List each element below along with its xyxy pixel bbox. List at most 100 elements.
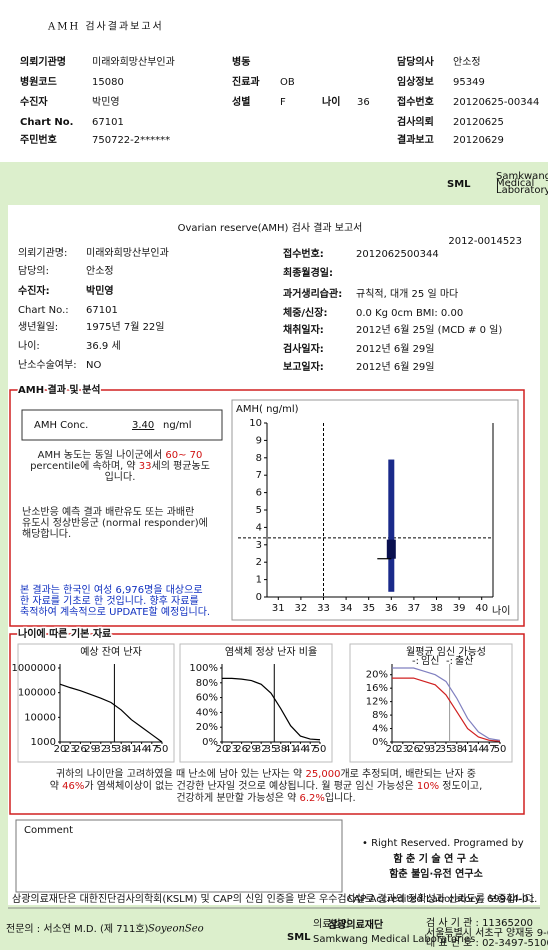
x-tick-label: 44 [472, 744, 485, 755]
x-tick-label: 32 [255, 744, 268, 755]
y-tick-label: 20% [196, 722, 218, 733]
field-label: 검사의뢰 [397, 115, 434, 128]
text-segment: 개로 추정되며, 배란되는 난자 중 [340, 768, 476, 780]
field-value: 36 [357, 97, 370, 108]
x-tick-label: 20 [386, 744, 399, 755]
y-tick-label: 10 [249, 418, 262, 429]
text-segment: 입니다. [325, 791, 356, 804]
text-segment: 60~ 70 [165, 450, 202, 461]
contact: 대 표 번 호 : 02-3497-5100 [426, 937, 548, 949]
text-segment: 6.2% [299, 793, 324, 804]
x-tick-label: 41 [125, 744, 138, 755]
x-tick-label: 33 [317, 603, 330, 614]
x-tick-label: 47 [483, 744, 496, 755]
text-segment: 입니다. [105, 470, 136, 483]
text-line: 귀하의 나이만을 고려하였을 때 난소에 남아 있는 난자는 약 25,000개… [56, 767, 476, 780]
field-label: 접수번호 [397, 95, 434, 108]
y-tick-label: 0% [202, 737, 218, 748]
section-title: 나이에 따른 기본 자료 [18, 627, 111, 640]
x-tick-label: 31 [272, 603, 285, 614]
info-label: 보고일자: [283, 360, 324, 373]
field-label: 수진자 [20, 95, 48, 108]
x-tick-label: 35 [362, 603, 375, 614]
y-tick-label: 1 [256, 575, 262, 586]
x-tick-label: 36 [385, 603, 398, 614]
y-tick-label: 60% [196, 693, 218, 704]
y-tick-label: 16% [366, 683, 388, 694]
x-tick-label: 50 [314, 744, 327, 755]
y-tick-label: 8 [256, 453, 262, 464]
y-tick-label: 0% [372, 737, 388, 748]
x-tick-label: 23 [64, 744, 77, 755]
text-segment: 난소반응 예측 결과 배란유도 또는 과배란 [22, 506, 194, 518]
badge: SML [287, 932, 311, 943]
info-label: 체중/신장: [283, 306, 327, 319]
y-tick-label: 10000 [24, 712, 56, 723]
x-tick-label: 44 [135, 744, 148, 755]
series-line [59, 683, 163, 743]
text-line: AMH 농도는 동일 나이군에서 60~ 70 [38, 449, 203, 461]
y-tick-label: 0 [256, 592, 262, 603]
field-label: 진료과 [232, 75, 260, 88]
y-tick-label: 100% [189, 663, 218, 674]
x-tick-label: 44 [294, 744, 307, 755]
text-segment: 가 염색체이상이 없는 건강한 난자일 것으로 예상됩니다. 월 평균 임신 가… [84, 779, 417, 792]
field-value: 15080 [92, 77, 124, 88]
info-label: 채취일자: [283, 323, 324, 336]
x-tick-label: 41 [284, 744, 297, 755]
x-tick-label: 35 [265, 744, 278, 755]
text-segment: 46% [62, 781, 84, 792]
info-value: 미래와희망산부인과 [86, 247, 169, 259]
y-tick-label: 12% [366, 697, 388, 708]
comment-box [15, 819, 343, 893]
amh-value: 3.40 [132, 420, 154, 431]
info-value: 안소정 [86, 265, 114, 277]
text-segment: 약 [50, 780, 62, 792]
info-value: 규칙적, 대개 25 일 마다 [356, 288, 458, 300]
org-name: 함춘 불임·유전 연구소 [389, 867, 483, 880]
signature: SoyeonSeo [148, 924, 204, 935]
org: 삼광의료재단 [328, 918, 384, 931]
amh-chart-frame [231, 399, 519, 621]
legend-dash: -: [446, 656, 453, 667]
comment-label: Comment [24, 825, 73, 836]
text-segment: 건강하게 분만할 가능성은 약 [176, 791, 299, 804]
x-tick-label: 38 [115, 744, 128, 755]
x-tick-label: 50 [494, 744, 507, 755]
text-line: 난소반응 예측 결과 배란유도 또는 과배란 [22, 506, 194, 518]
org-prefix: 의료법인 [313, 918, 350, 930]
info-label: 접수번호: [283, 247, 324, 260]
field-value: 20120625-00344 [453, 97, 539, 108]
info-value: 67101 [86, 305, 118, 316]
text-line: 해당합니다. [22, 527, 71, 540]
x-tick-label: 37 [408, 603, 421, 614]
y-tick-label: 3 [256, 540, 262, 551]
field-label: 병원코드 [20, 75, 57, 88]
series-line [222, 677, 321, 741]
field-value: 안소정 [453, 56, 481, 68]
info-label: 검사일자: [283, 342, 324, 355]
x-tick-label: 40 [475, 603, 488, 614]
legend-dash: -: [412, 656, 419, 667]
text-segment: 25,000 [305, 769, 340, 780]
y-tick-label: 100000 [18, 688, 56, 699]
y-tick-label: 5 [256, 505, 262, 516]
amh-section-box [9, 389, 525, 627]
x-tick-label: 26 [74, 744, 87, 755]
y-tick-label: 4% [372, 724, 388, 735]
text-line: 입니다. [105, 470, 136, 483]
x-tick-label: 38 [274, 744, 287, 755]
x-tick-label: 34 [340, 603, 353, 614]
x-tick-label: 20 [216, 744, 229, 755]
y-tick-label: 20% [366, 670, 388, 681]
text-segment: 축적하여 계속적으로 UPDATE할 예정입니다. [20, 605, 210, 618]
x-tick-label: 20 [54, 744, 67, 755]
y-tick-label: 2 [256, 557, 262, 568]
y-tick-label: 1000000 [11, 663, 56, 674]
y-axis-label: AMH( ng/ml) [236, 404, 299, 415]
doctor: 전문의 : 서소연 M.D. (제 711호) [6, 923, 149, 935]
info-label: 수진자: [18, 284, 50, 297]
info-label: 의뢰기관명: [18, 247, 67, 259]
org-name: 함 춘 기 술 연 구 소 [393, 852, 478, 865]
